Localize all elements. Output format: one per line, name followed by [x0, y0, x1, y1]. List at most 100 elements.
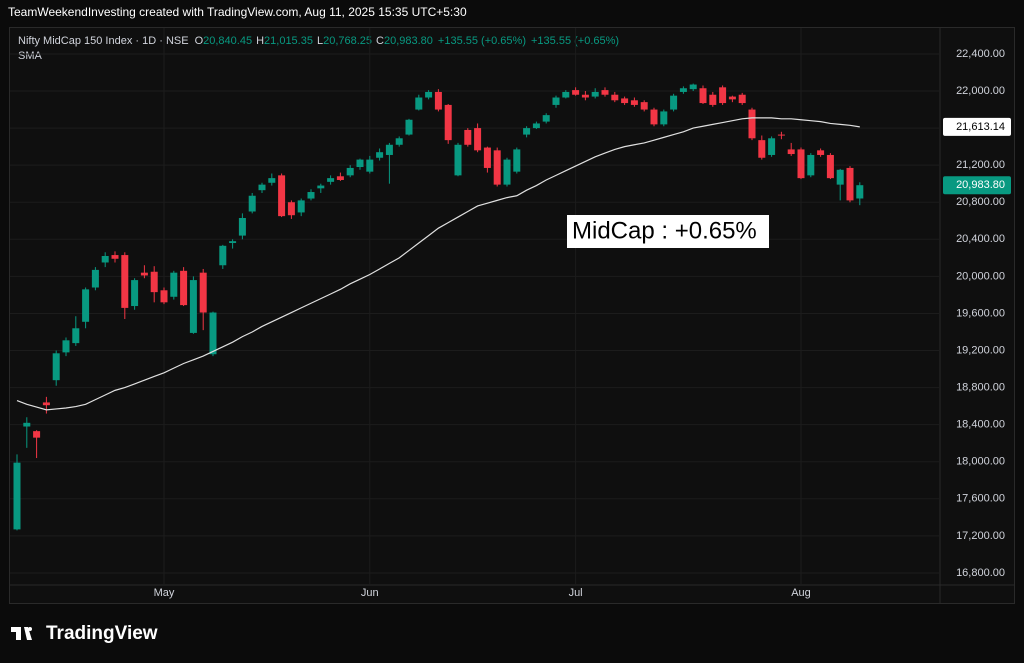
candle-body [327, 178, 335, 182]
candle-body [199, 272, 207, 313]
x-tick-label: Jul [569, 587, 583, 599]
candle-body [483, 147, 491, 168]
x-tick-label: May [154, 587, 175, 599]
candle-body [670, 95, 678, 110]
candle-body [709, 94, 717, 105]
candle-body [356, 159, 364, 168]
candle-body [376, 152, 384, 158]
candle-body [787, 149, 795, 155]
candle-body [454, 144, 462, 176]
candle-body [287, 202, 295, 216]
y-tick-label: 17,200.00 [956, 530, 1005, 542]
tradingview-logo: TradingView [11, 623, 158, 644]
close-badge [943, 176, 1011, 195]
x-tick-label: Jun [361, 587, 379, 599]
legend-value: 20,768.25 [323, 35, 372, 47]
y-tick-label: 20,000.00 [956, 270, 1005, 282]
candle-body [679, 88, 687, 92]
logo-dot [28, 627, 32, 631]
candle-body [385, 144, 393, 155]
candle-body [346, 167, 354, 176]
y-tick-label: 18,000.00 [956, 456, 1005, 468]
y-tick-label: 21,200.00 [956, 159, 1005, 171]
y-tick-label: 20,400.00 [956, 233, 1005, 245]
legend-value: 21,015.35 [264, 35, 313, 47]
candle-body [552, 97, 560, 105]
candle-body [131, 280, 139, 307]
candle-body [532, 123, 540, 129]
brand: TradingView [46, 623, 158, 644]
candle-body [660, 111, 668, 125]
candle-body [611, 94, 619, 101]
candle-body [268, 178, 276, 183]
candle-body [826, 154, 834, 179]
candle-body [513, 149, 521, 172]
candle-body [474, 128, 482, 151]
candle-body [150, 271, 158, 293]
credit: TeamWeekendInvesting created with Tradin… [8, 5, 467, 19]
candle-body [101, 255, 109, 263]
candle-body [562, 91, 570, 98]
legend-change: +135.55 (+0.65%) [438, 35, 526, 47]
candle-body [591, 91, 599, 97]
close-label: 20,983.80 [956, 179, 1005, 191]
legend-change: +135.55 (+0.65%) [531, 35, 619, 47]
y-tick-label: 19,600.00 [956, 307, 1005, 319]
candle-body [52, 353, 60, 381]
candle-body [180, 270, 188, 306]
candle-body [542, 115, 550, 122]
candle-body [758, 140, 766, 158]
y-tick-label: 18,800.00 [956, 382, 1005, 394]
candle-body [464, 129, 472, 145]
legend-key: C [376, 35, 384, 47]
sma-badge [943, 117, 1011, 136]
candle-body [405, 119, 413, 135]
candle-body [307, 192, 315, 199]
candle-body [493, 150, 501, 185]
y-tick-label: 19,200.00 [956, 344, 1005, 356]
chart-frame [9, 27, 1015, 604]
candle-body [425, 91, 433, 98]
candle-body [140, 272, 148, 276]
candle-body [395, 138, 403, 145]
sma-line [16, 117, 860, 411]
candle-body [189, 280, 197, 333]
candle-body [719, 87, 727, 104]
candle-body [797, 149, 805, 179]
candle-body [209, 312, 217, 355]
legend-value: 20,840.45 [203, 35, 252, 47]
candle-body [366, 159, 374, 172]
candle-body [738, 94, 746, 104]
legend-value: 20,983.80 [384, 35, 433, 47]
x-tick-label: Aug [791, 587, 811, 599]
candle-body [160, 290, 168, 303]
y-tick-label: 18,400.00 [956, 419, 1005, 431]
candle-body [258, 184, 266, 191]
legend-key: O [195, 35, 204, 47]
candle-body [728, 96, 736, 100]
candle-body [748, 109, 756, 139]
candle-body [278, 175, 286, 217]
candle-body [91, 269, 99, 288]
candle-body [82, 289, 90, 322]
candle-body [336, 176, 344, 180]
candle-body [630, 100, 638, 105]
candle-body [856, 185, 864, 199]
y-tick-label: 17,600.00 [956, 493, 1005, 505]
legend: Nifty MidCap 150 Index · 1D · NSE O20,840… [18, 35, 619, 47]
candle-body [621, 98, 629, 104]
candle-body [238, 217, 246, 236]
annotation: MidCap : +0.65% [572, 217, 757, 244]
candle-body [317, 185, 325, 189]
y-tick-label: 22,000.00 [956, 85, 1005, 97]
candle-body [699, 88, 707, 104]
candle-body [72, 328, 80, 344]
candle-body [650, 109, 658, 125]
candle-body [523, 128, 531, 135]
legend-key: H [256, 35, 264, 47]
annotation-box [567, 215, 769, 248]
legend-key: L [317, 35, 323, 47]
candle-body [229, 241, 237, 244]
candle-body [689, 84, 697, 90]
